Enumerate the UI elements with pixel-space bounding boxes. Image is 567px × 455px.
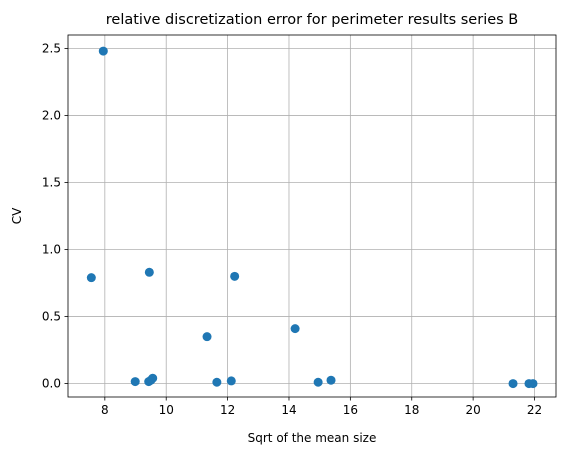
data-point: [202, 332, 212, 342]
x-axis-ticks: 8 10 12 14 16 18 20 22: [101, 397, 542, 417]
data-point: [528, 379, 538, 389]
y-tick-label: 1.0: [42, 243, 61, 257]
x-tick-label: 10: [159, 403, 174, 417]
data-point: [226, 376, 236, 386]
x-axis-label: Sqrt of the mean size: [248, 431, 377, 445]
x-tick-label: 14: [281, 403, 296, 417]
plot-area: [68, 35, 556, 397]
data-points: [86, 46, 538, 389]
chart-title: relative discretization error for perime…: [106, 12, 519, 28]
data-point: [148, 373, 158, 383]
data-point: [144, 267, 154, 277]
data-point: [508, 379, 518, 389]
y-axis-ticks: 0.0 0.5 1.0 1.5 2.0 2.5: [42, 41, 68, 391]
x-tick-label: 20: [465, 403, 480, 417]
y-tick-label: 2.0: [42, 108, 61, 122]
x-tick-label: 22: [527, 403, 542, 417]
plot-frame: [67, 34, 557, 398]
data-point: [230, 271, 240, 281]
y-tick-label: 1.5: [42, 175, 61, 189]
data-point: [86, 273, 96, 283]
x-tick-label: 12: [220, 403, 235, 417]
data-point: [326, 375, 336, 385]
y-tick-label: 0.5: [42, 310, 61, 324]
x-tick-label: 18: [404, 403, 419, 417]
x-tick-label: 8: [101, 403, 109, 417]
x-tick-label: 16: [343, 403, 358, 417]
data-point: [212, 377, 222, 387]
y-tick-label: 2.5: [42, 41, 61, 55]
data-point: [290, 324, 300, 334]
data-point: [313, 377, 323, 387]
data-point: [98, 46, 108, 56]
y-axis-label: CV: [10, 207, 24, 224]
y-tick-label: 0.0: [42, 377, 61, 391]
data-point: [130, 377, 140, 387]
